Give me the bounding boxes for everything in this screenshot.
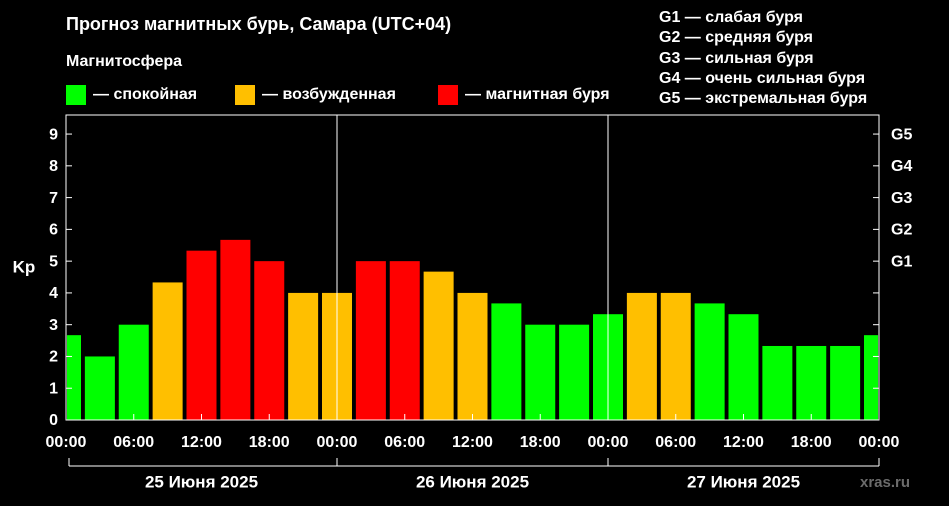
storm-level-g4: G4 — очень сильная буря <box>659 69 866 87</box>
x-tick-label: 00:00 <box>859 434 900 451</box>
x-tick-label: 12:00 <box>723 434 764 451</box>
storm-level-g3: G3 — сильная буря <box>659 49 814 67</box>
kp-bar <box>254 261 285 420</box>
kp-bar <box>152 282 183 420</box>
x-tick-label: 06:00 <box>655 434 696 451</box>
x-tick-label: 00:00 <box>46 434 87 451</box>
x-tick-label: 06:00 <box>113 434 154 451</box>
kp-bar <box>84 356 115 420</box>
storm-level-g2: G2 — средняя буря <box>659 29 813 47</box>
kp-bar <box>762 345 793 420</box>
y-tick-label: 4 <box>49 285 58 302</box>
x-tick-label: 06:00 <box>384 434 425 451</box>
y-tick-label: 9 <box>49 126 58 143</box>
kp-bar <box>355 261 386 420</box>
x-tick-label: 18:00 <box>249 434 290 451</box>
legend-label-quiet: — спокойная <box>93 86 198 103</box>
g-scale-label: G2 <box>891 222 912 239</box>
x-tick-label: 00:00 <box>588 434 629 451</box>
legend-item-quiet: — спокойная <box>66 84 197 106</box>
kp-bar <box>186 250 217 420</box>
day-label: 27 Июня 2025 <box>687 472 800 491</box>
storm-level-g5: G5 — экстремальная буря <box>659 90 868 108</box>
y-tick-label: 0 <box>49 412 58 429</box>
kp-bar <box>423 271 454 420</box>
storm-level-g1: G1 — слабая буря <box>659 9 804 26</box>
kp-bar <box>660 292 691 420</box>
kp-bar <box>525 324 556 420</box>
kp-bar <box>457 292 488 420</box>
kp-bar <box>67 335 81 420</box>
x-tick-label: 12:00 <box>181 434 222 451</box>
g-scale-label: G4 <box>891 158 912 175</box>
legend-heading: Магнитосфера <box>66 53 183 70</box>
legend-label-storm: — магнитная буря <box>465 86 610 103</box>
kp-bar <box>796 345 827 420</box>
y-tick-label: 6 <box>49 222 58 239</box>
kp-bar <box>728 314 759 420</box>
day-label: 26 Июня 2025 <box>416 472 529 491</box>
kp-bar <box>491 303 522 420</box>
kp-bar <box>626 292 657 420</box>
y-axis-label: Kp <box>13 257 36 276</box>
y-tick-label: 8 <box>49 158 58 175</box>
storm-level-list: G1 — слабая буря G2 — средняя буря G3 — … <box>659 8 867 109</box>
kp-bar <box>694 303 725 420</box>
y-tick-label: 3 <box>49 317 58 334</box>
x-tick-label: 00:00 <box>317 434 358 451</box>
legend-label-active: — возбужденная <box>262 86 396 103</box>
day-label: 25 Июня 2025 <box>145 472 258 491</box>
kp-bar <box>118 324 149 420</box>
g-scale-label: G1 <box>891 253 912 270</box>
legend-swatch-active <box>235 85 255 105</box>
x-tick-label: 18:00 <box>520 434 561 451</box>
y-tick-label: 5 <box>49 253 58 270</box>
legend-swatch-storm <box>438 85 458 105</box>
y-tick-label: 1 <box>49 380 58 397</box>
kp-bar <box>389 261 420 420</box>
g-scale-label: G3 <box>891 190 912 207</box>
g-scale-label: G5 <box>891 126 912 143</box>
kp-bar <box>830 345 861 420</box>
y-tick-label: 7 <box>49 190 58 207</box>
legend-item-active: — возбужденная <box>235 84 396 106</box>
kp-bar <box>288 292 319 420</box>
kp-bar <box>220 239 251 420</box>
kp-bar <box>559 324 590 420</box>
x-tick-label: 18:00 <box>791 434 832 451</box>
legend-swatch-quiet <box>66 85 86 105</box>
y-tick-label: 2 <box>49 349 58 366</box>
watermark: xras.ru <box>860 474 911 491</box>
legend-item-storm: — магнитная буря <box>438 84 610 106</box>
kp-bar <box>864 335 878 420</box>
chart-title: Прогноз магнитных бурь, Самара (UTC+04) <box>66 14 452 34</box>
x-tick-label: 12:00 <box>452 434 493 451</box>
